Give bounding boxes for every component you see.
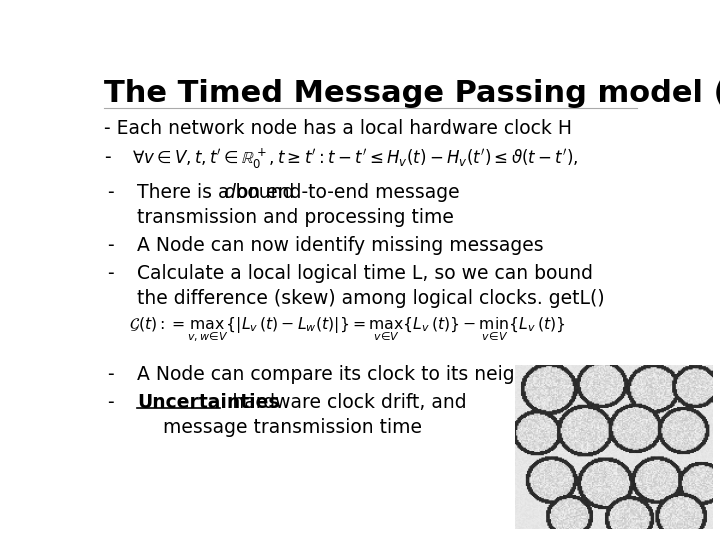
Text: -: - bbox=[107, 236, 113, 255]
Text: d: d bbox=[222, 183, 235, 202]
Text: - Each network node has a local hardware clock H: - Each network node has a local hardware… bbox=[104, 119, 572, 138]
Text: There is a bound: There is a bound bbox=[138, 183, 301, 202]
Text: : hardware clock drift, and: : hardware clock drift, and bbox=[220, 393, 467, 412]
Text: Uncertainties: Uncertainties bbox=[138, 393, 280, 412]
Text: -: - bbox=[107, 265, 113, 284]
Text: -: - bbox=[107, 393, 113, 412]
Text: A Node can compare its clock to its neighbors’: A Node can compare its clock to its neig… bbox=[138, 365, 574, 384]
Text: on end-to-end message: on end-to-end message bbox=[231, 183, 460, 202]
Text: -: - bbox=[107, 365, 113, 384]
Text: $\forall v \in V, t, t' \in \mathbb{R}_0^+, t \geq t': t - t' \leq H_v(t) - H_v(: $\forall v \in V, t, t' \in \mathbb{R}_0… bbox=[132, 147, 578, 171]
Text: Calculate a local logical time L, so we can bound: Calculate a local logical time L, so we … bbox=[138, 265, 593, 284]
Text: A Node can now identify missing messages: A Node can now identify missing messages bbox=[138, 236, 544, 255]
Text: the difference (skew) among logical clocks. getL(): the difference (skew) among logical cloc… bbox=[138, 289, 605, 308]
Text: -: - bbox=[104, 148, 111, 167]
Text: -: - bbox=[107, 183, 113, 202]
Text: The Timed Message Passing model (TMP): The Timed Message Passing model (TMP) bbox=[104, 79, 720, 109]
Text: transmission and processing time: transmission and processing time bbox=[138, 208, 454, 227]
Text: $\mathcal{G}(t) := \max_{v,w \in V}\{|L_v(t) - L_w(t)|\} = \max_{v \in V}\{L_v(t: $\mathcal{G}(t) := \max_{v,w \in V}\{|L_… bbox=[129, 315, 566, 343]
Text: message transmission time: message transmission time bbox=[163, 418, 421, 437]
